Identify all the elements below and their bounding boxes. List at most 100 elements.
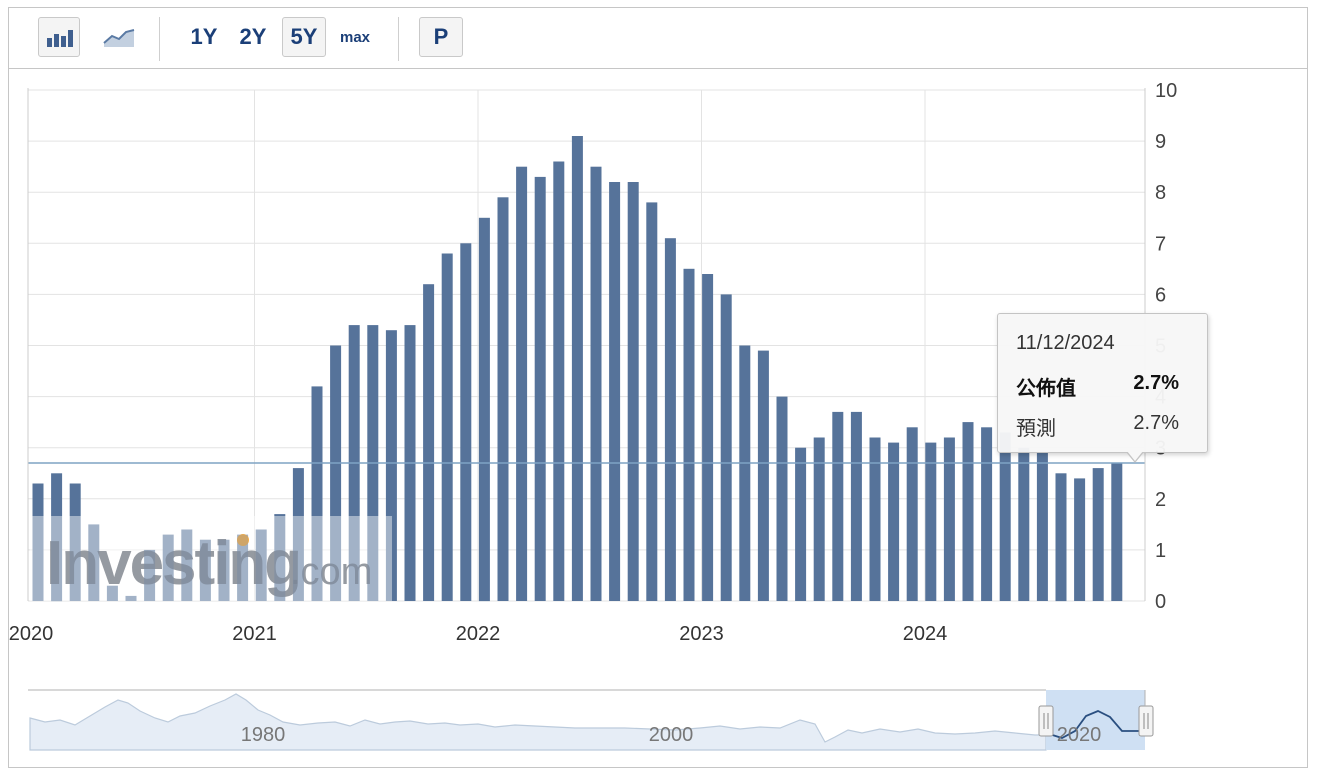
bar (888, 442, 900, 601)
bar (1074, 478, 1086, 601)
bar (144, 549, 156, 601)
tooltip-actual-label: 公佈值 (1016, 378, 1076, 400)
chart-frame (8, 7, 1308, 768)
bar (162, 534, 174, 601)
bar (702, 274, 714, 601)
bar (274, 514, 286, 601)
navigator-selection-line (1045, 710, 1145, 739)
chart-grid (28, 89, 1145, 602)
range-1y-button[interactable]: 1Y (190, 24, 218, 49)
bar (516, 166, 528, 601)
chart-toolbar: 1Y 2Y 5Y max P (8, 7, 1308, 69)
bar (664, 238, 676, 601)
y-tick-label: 6 (1155, 284, 1166, 306)
tooltip-date: 11/12/2024 (1016, 332, 1115, 354)
bar (1092, 468, 1104, 601)
bar (311, 386, 323, 601)
toolbar-divider (398, 17, 399, 61)
x-tick-label: 2024 (903, 623, 948, 645)
bar (850, 411, 862, 601)
navigator-label-2020: 2020 (1057, 724, 1102, 746)
bar (106, 585, 118, 601)
bar (69, 483, 81, 601)
p-button[interactable]: P (419, 17, 463, 57)
bar (571, 136, 583, 601)
watermark-dot (237, 534, 249, 546)
bar (330, 345, 342, 601)
bar (906, 427, 918, 601)
bar (683, 268, 695, 601)
investing-watermark: Investing .com (46, 529, 372, 598)
bar (590, 166, 602, 601)
navigator-label-1980: 1980 (241, 724, 286, 746)
bar (125, 595, 137, 601)
bar (51, 473, 63, 602)
bar (237, 534, 249, 601)
bar (1018, 447, 1030, 601)
y-tick-label: 0 (1155, 591, 1166, 613)
y-tick-label: 1 (1155, 540, 1166, 562)
range-2y-button[interactable]: 2Y (239, 24, 267, 49)
bar (88, 524, 100, 601)
x-tick-label: 2021 (232, 623, 277, 645)
range-5y-button[interactable]: 5Y (282, 17, 326, 57)
bar (943, 437, 955, 601)
navigator-selection[interactable] (1046, 690, 1145, 750)
x-tick-label: 2023 (679, 623, 724, 645)
bar (1036, 452, 1048, 601)
y-tick-label: 7 (1155, 233, 1166, 255)
watermark-veil (30, 516, 392, 601)
bar (981, 427, 993, 601)
bar (423, 284, 435, 601)
bar (199, 539, 211, 601)
navigator-left-handle[interactable] (1038, 705, 1054, 737)
bar (292, 468, 304, 601)
y-tick-label: 9 (1155, 131, 1166, 153)
navigator-right-handle[interactable] (1138, 705, 1154, 737)
bar (534, 176, 546, 601)
bar (1055, 473, 1067, 602)
toolbar-divider (159, 17, 160, 61)
y-tick-label: 10 (1155, 80, 1177, 102)
line-chart-button[interactable] (98, 17, 140, 57)
navigator[interactable]: 1980 2000 2020 (28, 689, 1154, 751)
bar-chart-button[interactable] (38, 17, 80, 57)
bar (720, 294, 732, 601)
bar (32, 483, 44, 601)
bar (1111, 463, 1123, 601)
bar (776, 396, 788, 601)
bar-chart-icon (47, 30, 73, 47)
bar (869, 437, 881, 601)
tooltip-forecast-value: 2.7% (1133, 412, 1179, 434)
line-chart-icon (103, 29, 135, 47)
bar (646, 202, 658, 601)
bar (553, 161, 565, 601)
bar (609, 182, 621, 601)
bar (962, 422, 974, 601)
bar (181, 529, 193, 601)
navigator-label-2000: 2000 (649, 724, 694, 746)
bar (832, 411, 844, 601)
bar (739, 345, 751, 601)
bar (460, 243, 472, 602)
x-axis-labels: 2020 2021 2022 2023 2024 (9, 623, 948, 645)
bar (255, 529, 267, 601)
bar (757, 350, 769, 601)
watermark-suffix: .com (290, 551, 372, 593)
bar (925, 442, 937, 601)
bar (478, 217, 490, 602)
bar (627, 182, 639, 601)
bar (441, 253, 453, 601)
range-max-button[interactable]: max (339, 28, 371, 46)
y-tick-label: 2 (1155, 489, 1166, 511)
bar (385, 330, 397, 601)
bar (813, 437, 825, 601)
tooltip-forecast-label: 預測 (1016, 418, 1056, 440)
bar (999, 432, 1011, 601)
data-tooltip: 11/12/2024 公佈值 2.7% 預測 2.7% (997, 313, 1208, 453)
x-tick-label: 2020 (9, 623, 54, 645)
y-tick-label: 8 (1155, 182, 1166, 204)
bar (497, 197, 509, 602)
watermark-brand: Investing (46, 529, 300, 598)
